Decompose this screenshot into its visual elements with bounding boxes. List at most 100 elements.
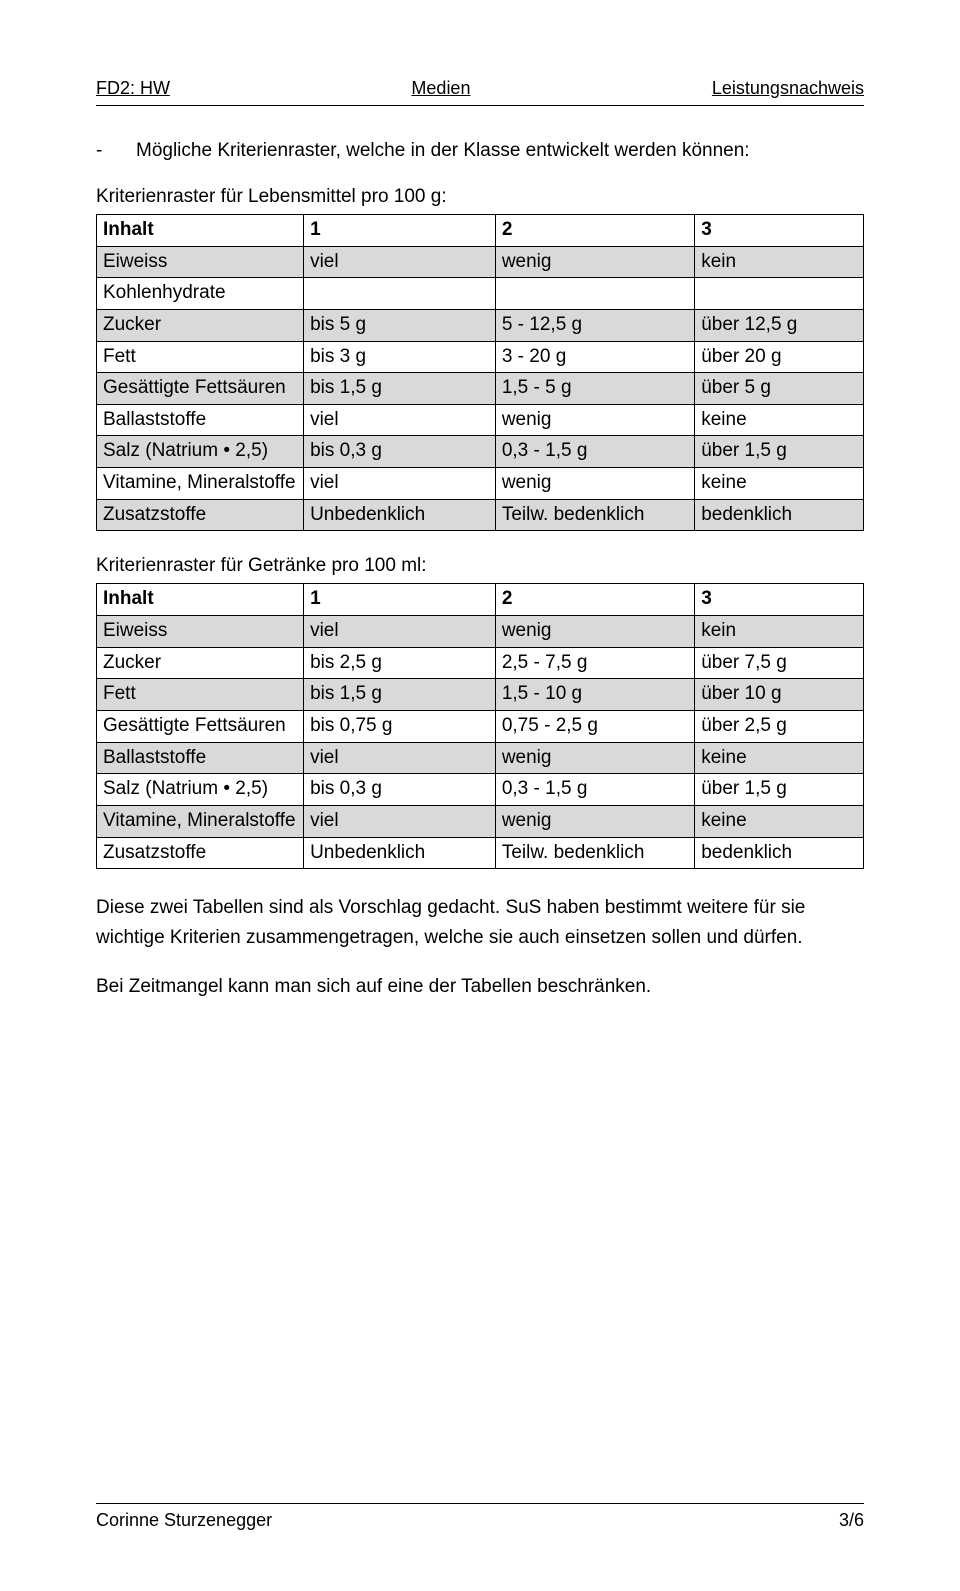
table-cell: Kohlenhydrate xyxy=(97,278,304,310)
paragraph-2: Bei Zeitmangel kann man sich auf eine de… xyxy=(96,972,864,1001)
table-cell: bis 1,5 g xyxy=(304,373,496,405)
table-cell: 2 xyxy=(495,584,694,616)
table-cell xyxy=(695,278,864,310)
table-cell: über 1,5 g xyxy=(695,774,864,806)
table-cell: wenig xyxy=(495,742,694,774)
table-cell: 5 - 12,5 g xyxy=(495,309,694,341)
table-cell: 1,5 - 10 g xyxy=(495,679,694,711)
table-cell: bis 3 g xyxy=(304,341,496,373)
table-cell: keine xyxy=(695,805,864,837)
table-cell: Eiweiss xyxy=(97,616,304,648)
table-cell: 3 - 20 g xyxy=(495,341,694,373)
table-cell: über 7,5 g xyxy=(695,647,864,679)
table-cell: wenig xyxy=(495,246,694,278)
header-rule xyxy=(96,105,864,106)
table-row: Gesättigte Fettsäurenbis 1,5 g1,5 - 5 gü… xyxy=(97,373,864,405)
table-cell: über 12,5 g xyxy=(695,309,864,341)
table-row: Eiweissvielwenigkein xyxy=(97,246,864,278)
table-cell: Unbedenklich xyxy=(304,837,496,869)
table-getraenke: Inhalt123EiweissvielwenigkeinZuckerbis 2… xyxy=(96,583,864,869)
table-cell: wenig xyxy=(495,404,694,436)
table-row: Vitamine, Mineralstoffevielwenigkeine xyxy=(97,805,864,837)
table-cell: bedenklich xyxy=(695,837,864,869)
table-cell: 1 xyxy=(304,584,496,616)
table-cell: bis 1,5 g xyxy=(304,679,496,711)
table-cell: bis 0,75 g xyxy=(304,710,496,742)
intro-text: Mögliche Kriterienraster, welche in der … xyxy=(136,140,750,162)
table-cell: über 5 g xyxy=(695,373,864,405)
table-row: Gesättigte Fettsäurenbis 0,75 g0,75 - 2,… xyxy=(97,710,864,742)
table-row: Fettbis 1,5 g1,5 - 10 güber 10 g xyxy=(97,679,864,711)
table-row: Inhalt123 xyxy=(97,215,864,247)
table-row: Zuckerbis 2,5 g2,5 - 7,5 güber 7,5 g xyxy=(97,647,864,679)
table-row: ZusatzstoffeUnbedenklichTeilw. bedenklic… xyxy=(97,837,864,869)
table-row: Inhalt123 xyxy=(97,584,864,616)
table-cell: Salz (Natrium • 2,5) xyxy=(97,436,304,468)
table-cell: kein xyxy=(695,616,864,648)
table-cell: viel xyxy=(304,742,496,774)
page-header: FD2: HW Medien Leistungsnachweis xyxy=(96,78,864,105)
table-cell: Fett xyxy=(97,341,304,373)
table-cell: Fett xyxy=(97,679,304,711)
table-cell: Teilw. bedenklich xyxy=(495,837,694,869)
footer-author: Corinne Sturzenegger xyxy=(96,1510,272,1531)
table-cell: über 10 g xyxy=(695,679,864,711)
table2-title: Kriterienraster für Getränke pro 100 ml: xyxy=(96,555,864,577)
footer-page: 3/6 xyxy=(839,1510,864,1531)
table-row: Salz (Natrium • 2,5)bis 0,3 g0,3 - 1,5 g… xyxy=(97,774,864,806)
table-cell: Teilw. bedenklich xyxy=(495,499,694,531)
table-cell: Gesättigte Fettsäuren xyxy=(97,710,304,742)
table-cell: 1,5 - 5 g xyxy=(495,373,694,405)
table-cell: wenig xyxy=(495,805,694,837)
table-cell: viel xyxy=(304,468,496,500)
table-cell: 1 xyxy=(304,215,496,247)
table-cell: Zusatzstoffe xyxy=(97,499,304,531)
intro-line: - Mögliche Kriterienraster, welche in de… xyxy=(96,140,864,162)
table-row: Ballaststoffevielwenigkeine xyxy=(97,404,864,436)
table-cell: Ballaststoffe xyxy=(97,742,304,774)
table-cell: wenig xyxy=(495,468,694,500)
table1-title: Kriterienraster für Lebensmittel pro 100… xyxy=(96,186,864,208)
table-cell: 0,3 - 1,5 g xyxy=(495,436,694,468)
table-cell: 0,3 - 1,5 g xyxy=(495,774,694,806)
table-row: Ballaststoffevielwenigkeine xyxy=(97,742,864,774)
footer-rule xyxy=(96,1503,864,1504)
table-cell: bis 0,3 g xyxy=(304,436,496,468)
table-row: Zuckerbis 5 g5 - 12,5 güber 12,5 g xyxy=(97,309,864,341)
table-cell: viel xyxy=(304,246,496,278)
table-cell: Gesättigte Fettsäuren xyxy=(97,373,304,405)
table-cell: 2,5 - 7,5 g xyxy=(495,647,694,679)
table-cell: bis 5 g xyxy=(304,309,496,341)
table-cell: viel xyxy=(304,805,496,837)
table-cell: über 2,5 g xyxy=(695,710,864,742)
table-cell: keine xyxy=(695,404,864,436)
table-cell: keine xyxy=(695,742,864,774)
table-cell: Zusatzstoffe xyxy=(97,837,304,869)
header-center: Medien xyxy=(411,78,470,99)
table-cell: 3 xyxy=(695,584,864,616)
table-cell: 2 xyxy=(495,215,694,247)
table-row: Salz (Natrium • 2,5)bis 0,3 g0,3 - 1,5 g… xyxy=(97,436,864,468)
table-cell: Zucker xyxy=(97,647,304,679)
table-cell: bedenklich xyxy=(695,499,864,531)
table-cell: Inhalt xyxy=(97,584,304,616)
table-cell: über 20 g xyxy=(695,341,864,373)
table-cell: 0,75 - 2,5 g xyxy=(495,710,694,742)
table-lebensmittel: Inhalt123EiweissvielwenigkeinKohlenhydra… xyxy=(96,214,864,531)
paragraph-1: Diese zwei Tabellen sind als Vorschlag g… xyxy=(96,893,864,952)
intro-dash: - xyxy=(96,140,136,162)
table-cell: viel xyxy=(304,616,496,648)
page-footer: Corinne Sturzenegger 3/6 xyxy=(96,1503,864,1531)
table-cell: Ballaststoffe xyxy=(97,404,304,436)
table-cell: bis 2,5 g xyxy=(304,647,496,679)
table-cell: Vitamine, Mineralstoffe xyxy=(97,805,304,837)
table-row: ZusatzstoffeUnbedenklichTeilw. bedenklic… xyxy=(97,499,864,531)
table-cell: über 1,5 g xyxy=(695,436,864,468)
table-cell xyxy=(304,278,496,310)
table-cell: 3 xyxy=(695,215,864,247)
header-left: FD2: HW xyxy=(96,78,170,99)
table-row: Kohlenhydrate xyxy=(97,278,864,310)
table-row: Vitamine, Mineralstoffevielwenigkeine xyxy=(97,468,864,500)
table-cell: Salz (Natrium • 2,5) xyxy=(97,774,304,806)
header-right: Leistungsnachweis xyxy=(712,78,864,99)
